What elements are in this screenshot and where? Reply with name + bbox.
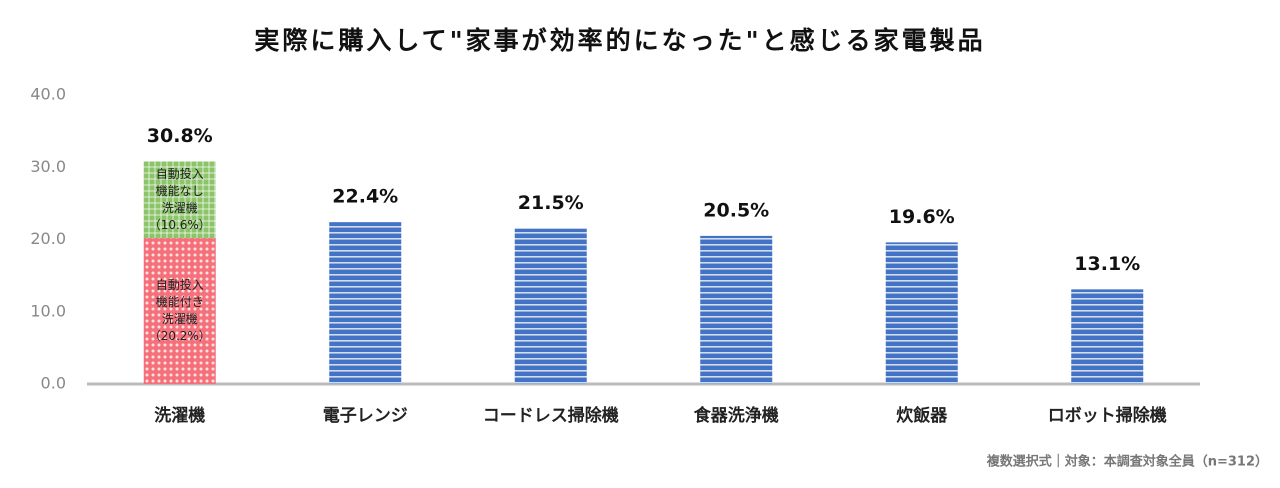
bar-segment bbox=[143, 238, 216, 384]
segment-label: 洗濯機 bbox=[162, 311, 198, 326]
segment-label: 自動投入 bbox=[156, 277, 204, 292]
value-label: 13.1% bbox=[1074, 253, 1140, 275]
x-tick-label: 食器洗浄機 bbox=[694, 405, 779, 426]
segment-value-label: （20.2%） bbox=[149, 329, 211, 343]
y-tick-label: 30.0 bbox=[30, 157, 66, 176]
bar bbox=[329, 222, 402, 384]
segment-label: 機能なし bbox=[156, 183, 204, 198]
bar bbox=[1071, 289, 1144, 384]
value-label: 19.6% bbox=[889, 206, 955, 228]
x-tick-label: コードレス掃除機 bbox=[483, 405, 619, 426]
value-label: 21.5% bbox=[518, 192, 584, 214]
segment-label: 機能付き bbox=[156, 294, 204, 309]
chart-title: 実際に購入して"家事が効率的になった"と感じる家電製品 bbox=[254, 26, 985, 55]
x-tick-label: 電子レンジ bbox=[323, 406, 408, 426]
y-tick-label: 40.0 bbox=[30, 85, 66, 104]
x-tick-label: 炊飯器 bbox=[896, 405, 948, 426]
segment-label: 自動投入 bbox=[156, 166, 204, 181]
value-label: 30.8% bbox=[147, 125, 213, 147]
segment-label: 洗濯機 bbox=[162, 200, 198, 215]
y-tick-label: 10.0 bbox=[30, 301, 66, 320]
value-label: 22.4% bbox=[332, 186, 398, 208]
x-tick-label: 洗濯機 bbox=[154, 405, 205, 426]
bar bbox=[885, 242, 958, 384]
bar-segment bbox=[143, 161, 216, 239]
footnote: 複数選択式｜対象：本調査対象全員（n=312） bbox=[986, 454, 1268, 470]
segment-value-label: （10.6%） bbox=[149, 218, 211, 232]
x-tick-label: ロボット掃除機 bbox=[1048, 405, 1167, 426]
y-tick-label: 0.0 bbox=[41, 374, 66, 393]
bar bbox=[700, 235, 773, 384]
y-tick-label: 20.0 bbox=[30, 229, 66, 248]
bar bbox=[514, 228, 587, 384]
value-label: 20.5% bbox=[703, 199, 769, 221]
